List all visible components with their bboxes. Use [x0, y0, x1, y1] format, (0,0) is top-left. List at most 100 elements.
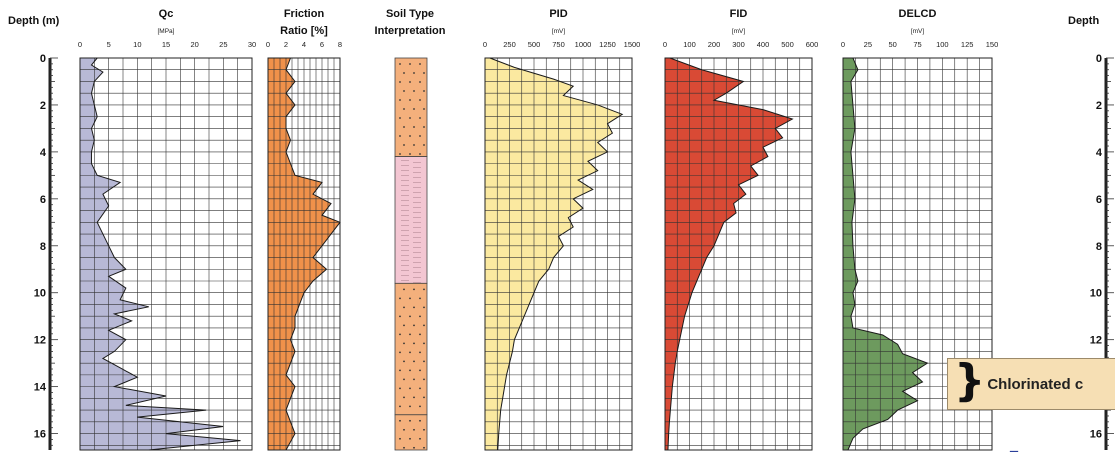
sand-dot — [409, 351, 411, 354]
sand-dot — [423, 324, 425, 327]
sand-dot — [403, 306, 405, 309]
depth-tick-label: 10 — [34, 288, 46, 300]
sand-dot — [399, 405, 401, 408]
x-tick-label: 20 — [190, 40, 198, 49]
x-tick-label: 0 — [841, 40, 845, 49]
soil-layer-clay — [394, 156, 428, 284]
panel-pid: PID [mV] 0 250 500 750 1000 1250 1500 — [483, 8, 641, 451]
sand-dot — [419, 351, 421, 354]
sand-dot — [399, 419, 401, 422]
x-tick-label: 30 — [248, 40, 256, 49]
sand-dot — [409, 405, 411, 408]
x-tick-label: 1250 — [599, 40, 616, 49]
sand-dot — [403, 90, 405, 92]
panel-frame — [484, 57, 633, 451]
series-area — [665, 58, 793, 450]
sand-dot — [399, 81, 401, 83]
series-line — [667, 57, 794, 451]
sand-dot — [403, 396, 405, 399]
series-line — [285, 57, 341, 451]
x-tick-label: 125 — [961, 40, 974, 49]
sand-dot — [423, 306, 425, 309]
x-tick-label: 500 — [781, 40, 794, 49]
sand-dot — [419, 153, 421, 155]
x-tick-label: 0 — [663, 40, 667, 49]
sand-dot — [419, 135, 421, 137]
sand-dot — [413, 360, 415, 363]
sand-dot — [399, 351, 401, 354]
series-line — [489, 57, 624, 451]
sand-dot — [423, 396, 425, 399]
sand-dot — [423, 360, 425, 363]
x-tick-label: 8 — [338, 40, 342, 49]
sand-dot — [419, 81, 421, 83]
x-tick-label: 0 — [266, 40, 270, 49]
soil-layer-sand — [394, 57, 428, 157]
sand-dot — [409, 369, 411, 372]
sand-dot — [399, 315, 401, 318]
panel-title: Qc — [159, 8, 174, 20]
sand-dot — [403, 342, 405, 345]
x-tick-label: 2 — [284, 40, 288, 49]
sand-dot — [419, 419, 421, 422]
chlorinated-callout: } Chlorinated c — [947, 358, 1115, 410]
sand-dot — [409, 315, 411, 318]
sand-dot — [409, 387, 411, 390]
x-tick-label: 150 — [986, 40, 999, 49]
sand-dot — [413, 396, 415, 399]
sand-dot — [399, 333, 401, 336]
sand-dot — [423, 126, 425, 128]
soil-type-title: Soil Type — [386, 8, 434, 20]
x-tick-label: 600 — [806, 40, 819, 49]
depth-tick-label-right: 10 — [1090, 288, 1102, 300]
depth-tick-label-right: 12 — [1090, 335, 1102, 347]
depth-tick-label-right: 4 — [1096, 147, 1103, 159]
sand-dot — [399, 153, 401, 155]
sand-dot — [419, 437, 421, 440]
sand-dot — [409, 333, 411, 336]
x-tick-label: 15 — [162, 40, 170, 49]
depth-tick-label-right: 2 — [1096, 100, 1102, 112]
depth-tick-label: 6 — [40, 194, 46, 206]
depth-axis-right-label: Depth — [1068, 15, 1099, 27]
sand-dot — [399, 297, 401, 300]
sand-dot — [413, 288, 415, 291]
sand-dot — [413, 446, 415, 449]
sand-dot — [423, 446, 425, 449]
panel-title: DELCD — [899, 8, 937, 20]
sand-dot — [419, 315, 421, 318]
sand-dot — [399, 437, 401, 440]
soil-layer-fill — [394, 156, 428, 284]
sand-dot — [423, 108, 425, 110]
soil-layer-sand — [394, 414, 428, 451]
panel-title: PID — [549, 8, 567, 20]
sand-dot — [423, 72, 425, 74]
sand-dot — [403, 324, 405, 327]
panel-title-line2: Ratio [%] — [280, 25, 328, 37]
x-tick-label: 0 — [78, 40, 82, 49]
panel-frame — [842, 57, 993, 451]
soil-layer-fill — [394, 57, 428, 157]
sand-dot — [413, 126, 415, 128]
sand-dot — [419, 99, 421, 101]
series-area — [80, 58, 241, 450]
sand-dot — [403, 446, 405, 449]
panel-qc: Qc [MPa] 0 5 10 15 20 25 30 — [78, 8, 256, 451]
x-tick-label: 1500 — [624, 40, 641, 49]
sand-dot — [409, 63, 411, 65]
panel-frame — [267, 57, 341, 451]
series-area — [843, 58, 928, 450]
panel-unit: [mV] — [732, 28, 746, 35]
sand-dot — [413, 306, 415, 309]
depth-tick-label: 0 — [40, 53, 46, 65]
depth-tick-label-right: 16 — [1090, 429, 1102, 441]
sand-dot — [423, 378, 425, 381]
sand-dot — [423, 288, 425, 291]
sand-dot — [403, 144, 405, 146]
depth-axis: 0 2 4 6 8 10 12 14 16 — [34, 53, 58, 450]
sand-dot — [403, 360, 405, 363]
panel-title: Friction — [284, 8, 325, 20]
x-tick-label: 1000 — [575, 40, 592, 49]
sand-dot — [399, 135, 401, 137]
